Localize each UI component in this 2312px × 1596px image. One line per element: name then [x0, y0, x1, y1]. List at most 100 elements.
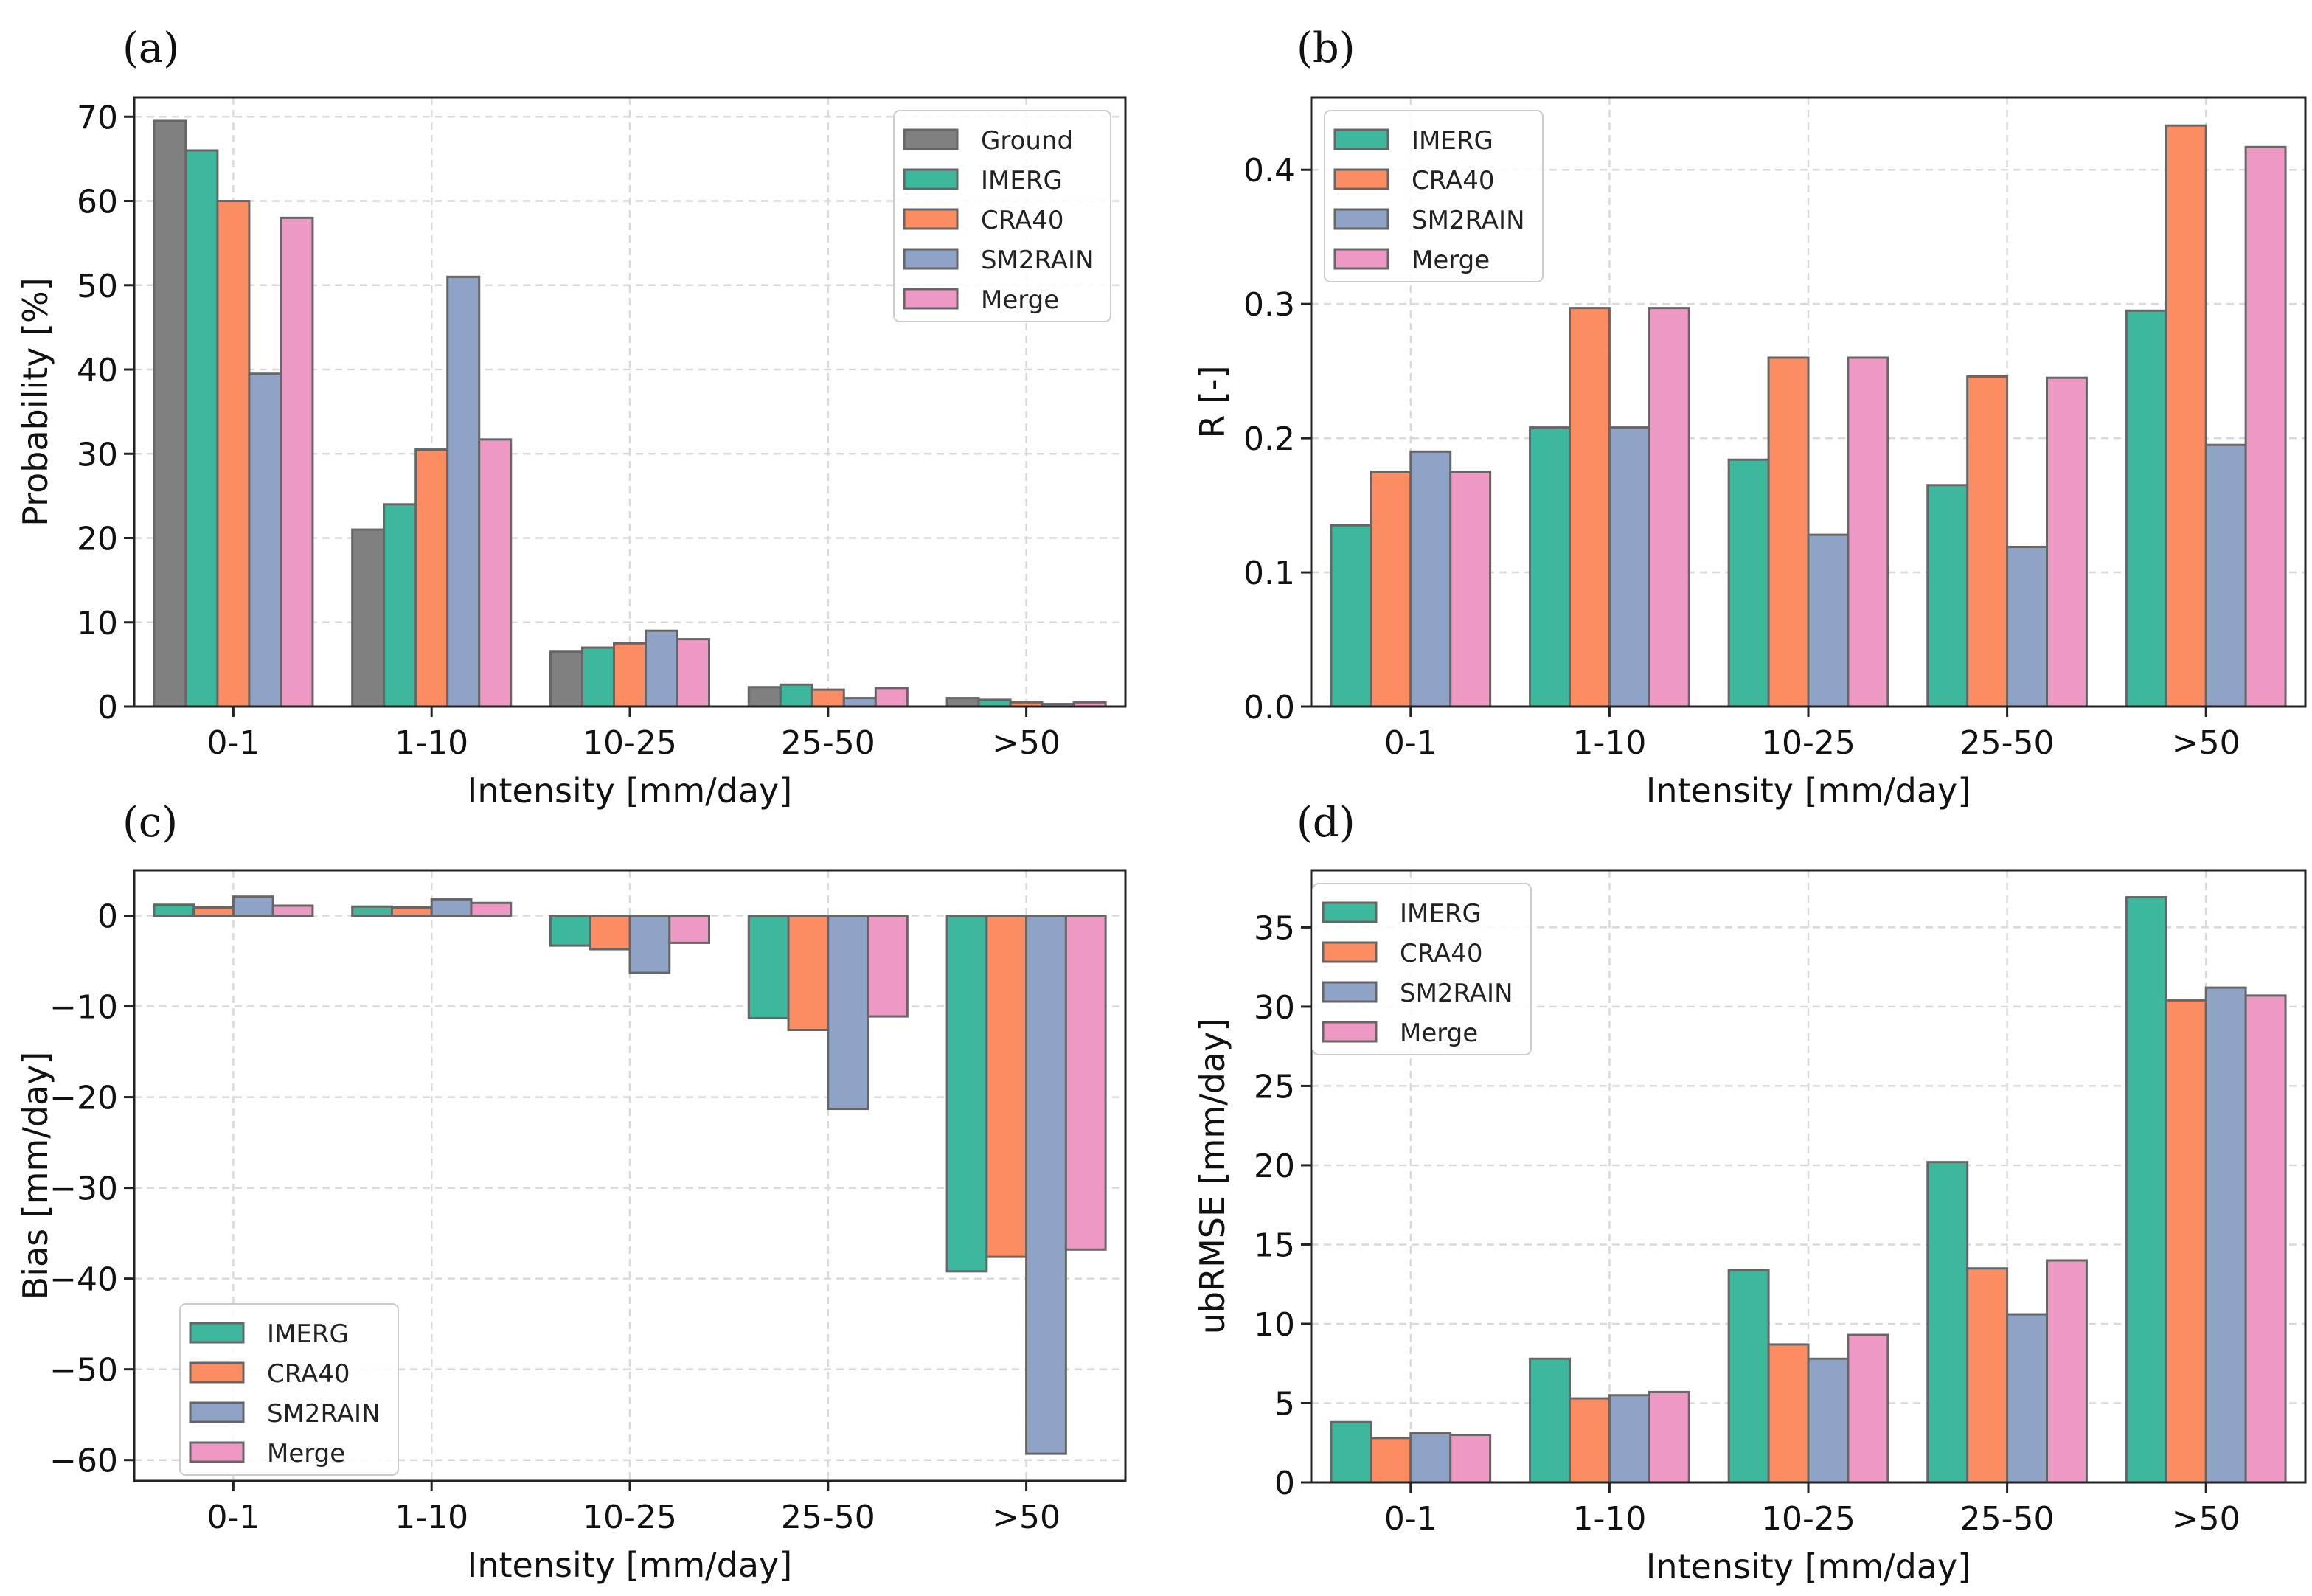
panel-label: (c)	[122, 799, 178, 847]
legend-label-imerg: IMERG	[267, 1319, 349, 1349]
bar-cra40-1	[1568, 1397, 1611, 1484]
bar-imerg-1	[1529, 1357, 1571, 1484]
x-axis-label: Intensity [mm/day]	[1646, 1547, 1971, 1586]
y-axis-label: Probability [%]	[15, 277, 55, 526]
bar-sm2rain-4	[2204, 986, 2247, 1484]
x-axis-label: Intensity [mm/day]	[468, 1545, 792, 1585]
bar-cra40-3	[787, 915, 830, 1032]
y-tick-label: 0.0	[1243, 689, 1295, 726]
bar-imerg-2	[1727, 1269, 1770, 1484]
legend-label-cra40: CRA40	[267, 1359, 350, 1389]
bar-merge-2	[1847, 1333, 1889, 1484]
bar-cra40-4	[2165, 124, 2207, 708]
bar-merge-2	[1847, 356, 1889, 708]
bar-merge-0	[1449, 471, 1492, 708]
y-tick-label: 0	[97, 689, 118, 726]
legend: IMERG CRA40 SM2RAIN Merge	[179, 1303, 399, 1476]
bar-cra40-0	[192, 906, 235, 917]
legend-swatch-sm2rain	[903, 248, 959, 270]
y-tick-label: 10	[77, 605, 118, 642]
legend-swatch-imerg	[189, 1322, 245, 1344]
panel-d: 0-1 1-10 10-25 25-50 >50 0 5 10 15 20 25 30 35 Intens…	[1193, 799, 2307, 1586]
legend-swatch-sm2rain	[189, 1401, 245, 1423]
legend-swatch-merge	[1322, 1021, 1378, 1043]
y-tick-label: 0.2	[1243, 420, 1295, 458]
x-tick-label: 0-1	[1384, 1500, 1437, 1538]
x-tick-label: 25-50	[781, 1499, 875, 1536]
legend-swatch-merge	[1333, 248, 1389, 270]
y-tick-label: 50	[77, 268, 118, 305]
bar-sm2rain-3	[2006, 545, 2049, 708]
x-axis-label: Intensity [mm/day]	[1646, 771, 1971, 811]
bar-cra40-4	[2165, 999, 2207, 1484]
x-tick-label: 25-50	[781, 724, 875, 762]
panel-label: (b)	[1296, 24, 1355, 72]
x-tick-label: >50	[2172, 1500, 2240, 1538]
bar-cra40-0	[216, 200, 251, 708]
y-tick-label: 30	[77, 436, 118, 473]
legend-swatch-cra40	[1322, 941, 1378, 963]
bar-cra40-2	[1767, 1343, 1810, 1484]
bar-merge-1	[478, 438, 513, 708]
x-tick-label: >50	[992, 724, 1060, 762]
y-tick-label: 30	[1254, 989, 1295, 1027]
bar-imerg-2	[549, 915, 591, 947]
bar-imerg-0	[1330, 524, 1372, 708]
x-tick-label: 0-1	[1384, 724, 1437, 762]
y-axis-label: R [-]	[1193, 365, 1232, 438]
bar-sm2rain-4	[2204, 443, 2247, 708]
legend-swatch-cra40	[189, 1361, 245, 1384]
legend-label-sm2rain: SM2RAIN	[1400, 979, 1513, 1008]
x-tick-label: 10-25	[583, 724, 677, 762]
legend-label-cra40: CRA40	[1412, 166, 1495, 195]
legend-label-merge: Merge	[267, 1439, 345, 1468]
y-tick-label: 15	[1254, 1227, 1295, 1264]
bar-cra40-2	[1767, 356, 1810, 708]
y-tick-label: −40	[49, 1261, 118, 1299]
bar-merge-1	[1648, 307, 1690, 708]
x-tick-label: >50	[992, 1499, 1060, 1536]
legend: IMERG CRA40 SM2RAIN Merge	[1324, 110, 1544, 282]
y-tick-label: 5	[1274, 1385, 1295, 1423]
bar-ground-2	[549, 650, 583, 708]
panel-c: 0-1 1-10 10-25 25-50 >50 −60 −50 −40 −30 −20 −10 0 I…	[15, 799, 1127, 1585]
panel-label: (d)	[1296, 799, 1355, 847]
y-tick-label: 20	[1254, 1148, 1295, 1185]
bar-imerg-0	[184, 149, 219, 708]
bar-cra40-1	[414, 448, 449, 708]
x-tick-label: 25-50	[1960, 1500, 2055, 1538]
bar-merge-3	[2046, 1259, 2088, 1484]
bar-cra40-1	[390, 906, 433, 917]
bar-sm2rain-1	[446, 275, 481, 708]
legend: IMERG CRA40 SM2RAIN Merge	[1312, 883, 1532, 1055]
x-tick-label: 0-1	[206, 724, 260, 762]
bar-imerg-2	[580, 646, 615, 708]
y-tick-label: −60	[49, 1443, 118, 1480]
bar-merge-4	[2244, 994, 2287, 1484]
bar-cra40-0	[1370, 1437, 1412, 1484]
legend-box	[1312, 883, 1532, 1055]
y-tick-label: 0.4	[1243, 152, 1295, 190]
bar-sm2rain-2	[1807, 533, 1850, 708]
y-tick-label: −50	[49, 1352, 118, 1389]
bar-sm2rain-3	[827, 915, 869, 1111]
bar-cra40-3	[810, 688, 845, 708]
y-tick-label: 25	[1254, 1068, 1295, 1106]
bar-cra40-1	[1568, 307, 1611, 708]
bar-imerg-1	[1529, 426, 1571, 708]
y-axis-label: ubRMSE [mm/day]	[1193, 1019, 1232, 1335]
bar-cra40-2	[612, 642, 648, 708]
bar-merge-0	[1449, 1433, 1492, 1484]
bar-sm2rain-3	[842, 697, 877, 708]
bar-imerg-4	[2125, 309, 2167, 708]
legend-label-imerg: IMERG	[981, 166, 1063, 195]
bar-sm2rain-2	[628, 915, 671, 974]
bar-ground-4	[945, 697, 980, 708]
y-tick-label: 60	[77, 184, 118, 221]
bar-merge-4	[2244, 145, 2287, 708]
legend-swatch-ground	[903, 128, 959, 150]
bar-imerg-3	[747, 915, 790, 1020]
x-tick-label: 25-50	[1960, 724, 2055, 762]
bar-merge-2	[676, 638, 711, 708]
bar-imerg-0	[1330, 1420, 1372, 1484]
